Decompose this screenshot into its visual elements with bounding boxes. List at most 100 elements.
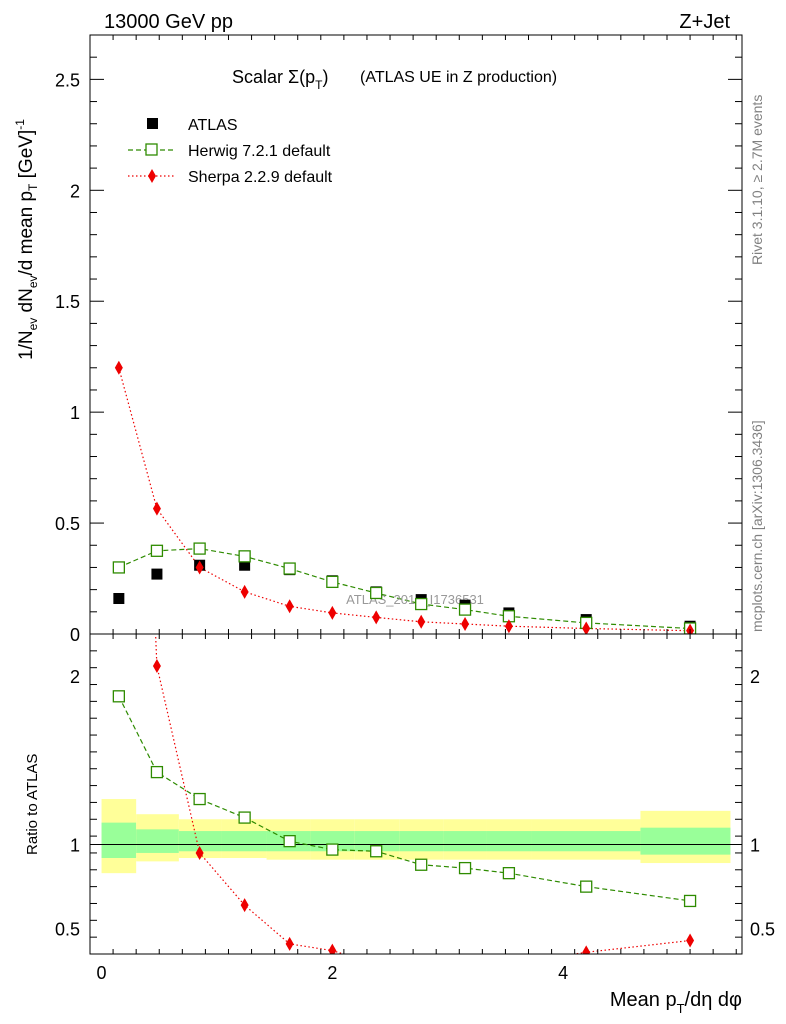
ratio-y-tick-label: 0.5 — [55, 920, 80, 940]
main-herwig-point — [150, 544, 164, 557]
ratio-sherpa-point — [461, 962, 469, 976]
ratio-herwig-point — [580, 880, 593, 893]
ratio-y-label: Ratio to ATLAS — [24, 754, 41, 855]
x-tick-label: 4 — [558, 963, 568, 983]
rivet-label: Rivet 3.1.10, ≥ 2.7M events — [749, 95, 765, 265]
main-herwig-point — [326, 575, 339, 589]
x-label-sub: T — [677, 1001, 685, 1016]
ratio-sherpa-point — [195, 845, 204, 860]
x-label-main: Mean p — [610, 989, 677, 1011]
main-sherpa-point — [285, 599, 294, 614]
ratio-panel: 0.5 0.5 1 1 2 2 0 2 4 Ratio to ATLAS Mean pT/dη … — [24, 633, 775, 1016]
main-sherpa-point — [328, 605, 337, 620]
ratio-lines — [118, 634, 691, 954]
ratio-tick-labels: 0.5 0.5 1 1 2 2 0 2 4 — [55, 667, 775, 983]
main-ticks — [89, 34, 742, 635]
legend-sherpa-label: Sherpa 2.2.9 default — [188, 169, 333, 186]
ratio-herwig-point — [112, 690, 125, 703]
main-sherpa-point — [152, 501, 161, 516]
ratio-sherpa-point — [328, 943, 337, 954]
legend-herwig-marker — [145, 143, 158, 156]
ratio-y-tick-label-right: 0.5 — [750, 920, 775, 940]
main-herwig-point — [415, 597, 428, 611]
main-sherpa-point — [114, 360, 123, 375]
ratio-herwig-point — [283, 835, 296, 848]
main-herwig-point — [283, 562, 296, 575]
main-title-extra: (ATLAS UE in Z production) — [360, 69, 557, 86]
ratio-band-inner — [354, 831, 400, 852]
ratio-herwig-point — [683, 894, 697, 908]
legend-atlas-marker — [147, 118, 158, 129]
ratio-band-inner — [178, 831, 222, 852]
main-sherpa-point — [240, 584, 249, 599]
ratio-band-inner — [101, 822, 137, 858]
ratio-sherpa-point — [285, 936, 294, 951]
main-sherpa-point — [372, 610, 381, 625]
main-sherpa-point — [195, 560, 204, 575]
ratio-herwig-point — [502, 867, 516, 880]
x-label-rest: /dη dφ — [685, 989, 742, 1011]
main-y-tick-label: 2 — [70, 181, 80, 201]
main-sherpa-point — [582, 621, 591, 634]
main-sherpa-point — [417, 614, 426, 629]
ratio-sherpa-point — [240, 898, 249, 913]
ratio-herwig-point — [193, 792, 206, 806]
ratio-ticks — [89, 633, 742, 955]
ratio-herwig-point — [238, 811, 251, 824]
main-herwig-point — [112, 561, 125, 574]
main-y-tick-label: 1.5 — [55, 292, 80, 312]
main-atlas-point — [113, 593, 125, 605]
ratio-y-tick-label-right: 1 — [750, 836, 760, 856]
title-main: Scalar Σ(p — [232, 67, 315, 87]
mcplots-label: mcplots.cern.ch [arXiv:1306.3436] — [749, 420, 765, 632]
main-herwig-point — [458, 603, 472, 616]
ratio-herwig-point — [370, 845, 383, 858]
main-y-label: 1/Nev dNev/d mean pT [GeV]-1 — [13, 119, 40, 360]
main-panel: ATLAS_2019_I1736531 00.511.522.5 Scalar … — [13, 34, 743, 645]
ratio-sherpa-point — [417, 960, 425, 974]
ratio-markers — [112, 659, 697, 976]
main-y-tick-label: 0 — [70, 625, 80, 645]
header-right: Z+Jet — [679, 11, 730, 33]
legend-sherpa-marker — [148, 169, 156, 183]
ratio-band-inner — [221, 831, 267, 852]
main-title: Scalar Σ(pT) — [232, 67, 329, 92]
ratio-sherpa-point — [582, 945, 591, 954]
main-herwig-point — [193, 542, 206, 555]
ratio-band-inner — [310, 831, 355, 852]
main-herwig-point — [370, 586, 383, 600]
ratio-herwig-line — [118, 696, 691, 902]
main-markers — [112, 360, 697, 634]
main-sherpa-point — [686, 623, 695, 634]
ratio-herwig-point — [458, 861, 472, 875]
main-y-tick-label: 0.5 — [55, 514, 80, 534]
ratio-y-tick-label: 2 — [70, 667, 80, 687]
ratio-sherpa-point — [505, 957, 513, 971]
main-atlas-point — [151, 568, 163, 580]
title-close: ) — [323, 67, 329, 87]
ratio-herwig-point — [150, 765, 164, 779]
x-tick-label: 0 — [97, 963, 107, 983]
main-sherpa-point — [504, 619, 513, 634]
main-tick-labels: 0 0.5 1 1.5 2 2.5 — [55, 70, 80, 645]
ratio-band-inner — [399, 831, 444, 852]
ratio-sherpa-point — [686, 933, 695, 948]
ratio-band-inner — [486, 831, 532, 852]
legend-atlas-label: ATLAS — [188, 117, 238, 134]
main-y-tick-label: 2.5 — [55, 70, 80, 90]
ratio-y-tick-label-right: 2 — [750, 667, 760, 687]
ratio-band-inner — [443, 831, 487, 852]
ratio-sherpa-point — [152, 659, 161, 673]
legend: ATLAS Herwig 7.2.1 default Sherpa 2.2.9 … — [128, 117, 333, 186]
title-sub: T — [315, 78, 323, 92]
x-tick-label: 2 — [327, 963, 337, 983]
legend-herwig-label: Herwig 7.2.1 default — [188, 143, 331, 160]
ratio-band-inner — [136, 829, 179, 853]
main-sherpa-point — [461, 617, 470, 632]
ratio-band-inner — [640, 827, 731, 855]
ratio-band-inner — [531, 831, 641, 852]
ratio-herwig-point — [326, 843, 339, 856]
main-y-tick-label: 1 — [70, 403, 80, 423]
ratio-sherpa-line — [154, 634, 691, 954]
